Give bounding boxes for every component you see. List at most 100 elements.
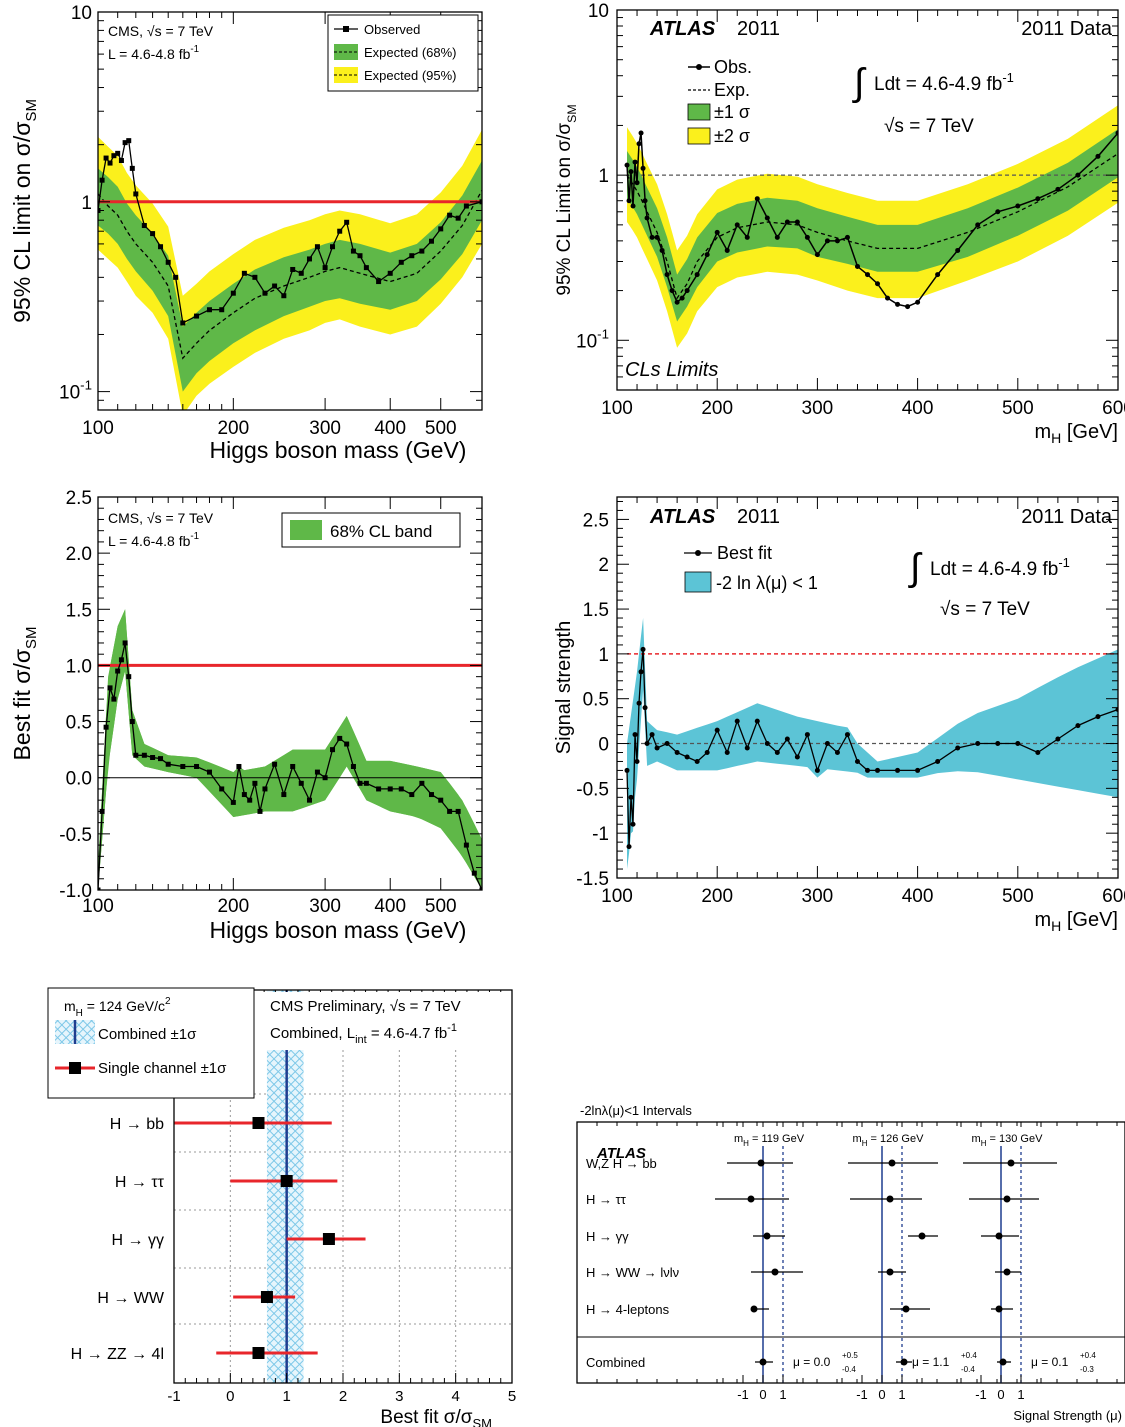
bestfit-point	[241, 792, 247, 798]
combined-error-down: -0.4	[842, 1365, 856, 1374]
bestfit-point	[103, 724, 109, 730]
bestfit-point	[357, 780, 363, 786]
bestfit-point	[654, 745, 660, 751]
header-line-2: Combined, Lint = 4.6-4.7 fb-1	[270, 1022, 457, 1046]
legend-obs-label: Obs.	[714, 57, 752, 77]
legend-bestfit-label: Best fit	[717, 543, 772, 563]
channel-label: H → ττ	[586, 1192, 627, 1207]
info-text: CMS, √s = 7 TeV	[108, 23, 214, 39]
x-tick-label: 0	[759, 1387, 766, 1402]
bestfit-point	[306, 797, 312, 803]
legend-mass: mH = 124 GeV/c2	[64, 996, 171, 1019]
observed-point	[935, 272, 941, 278]
y-tick-label: 2.5	[583, 510, 609, 531]
observed-point	[649, 234, 655, 240]
plot-area	[174, 990, 512, 1383]
channel-point	[771, 1268, 779, 1276]
observed-point	[714, 229, 720, 235]
bestfit-point	[350, 763, 356, 769]
combined-error-up: +0.5	[842, 1351, 858, 1360]
bestfit-point	[1095, 714, 1101, 720]
observed-point	[314, 244, 320, 250]
bestfit-point	[281, 792, 287, 798]
bestfit-point	[995, 741, 1001, 747]
x-tick-label: 400	[374, 896, 406, 917]
bestfit-point	[236, 763, 242, 769]
annotation: CLs Limits	[625, 359, 718, 381]
bestfit-point	[1055, 736, 1061, 742]
combined-value-label: μ = 0.1	[1031, 1355, 1069, 1369]
y-tick-label: 0	[598, 735, 609, 756]
observed-point	[955, 247, 961, 253]
bestfit-point	[834, 749, 840, 755]
x-axis-label: mH [GeV]	[1035, 909, 1119, 934]
observed-point	[626, 198, 632, 204]
combined-point	[759, 1358, 767, 1366]
observed-point	[281, 293, 287, 299]
legend-band-label: 68% CL band	[330, 522, 432, 541]
observed-point	[804, 234, 810, 240]
observed-point	[905, 304, 911, 310]
bestfit-point	[314, 769, 320, 775]
combined-point	[999, 1358, 1007, 1366]
observed-point	[704, 252, 710, 258]
y-tick-label: 2	[598, 555, 609, 576]
bestfit-point	[262, 786, 268, 792]
bestfit-point	[704, 749, 710, 755]
y-tick-label: 10-1	[576, 326, 609, 352]
x-tick-label: 1	[779, 1387, 786, 1402]
observed-point	[455, 215, 461, 221]
x-tick-label: -1	[856, 1387, 868, 1402]
bestfit-point	[165, 761, 171, 767]
bestfit-point	[634, 758, 640, 764]
panel-mass-label: mH = 119 GeV	[734, 1133, 805, 1148]
legend-band-swatch	[290, 520, 322, 540]
expected-line	[626, 153, 1118, 300]
combined-error-down: -0.3	[1080, 1365, 1094, 1374]
y-tick-label: 1.0	[66, 656, 92, 677]
lumi-integral: ∫	[852, 62, 867, 104]
x-tick-label: 500	[425, 896, 457, 917]
x-tick-label: 1	[1017, 1387, 1024, 1402]
combined-error-down: -0.4	[961, 1365, 975, 1374]
x-tick-label: 400	[374, 418, 406, 439]
observed-point	[129, 165, 135, 171]
x-tick-label: 100	[601, 886, 633, 907]
y-tick-label: 1.5	[583, 600, 609, 621]
x-tick-label: 300	[309, 896, 341, 917]
observed-point	[895, 301, 901, 307]
x-tick-label: 300	[309, 418, 341, 439]
legend-interval-swatch	[684, 571, 712, 593]
bestfit-point	[875, 767, 881, 773]
x-tick-label: 4	[451, 1388, 459, 1405]
x-tick-label: 3	[395, 1388, 403, 1405]
legend-2sigma-label: ±2 σ	[714, 126, 750, 146]
observed-point	[630, 203, 636, 209]
legend-observed-label: Observed	[364, 22, 420, 37]
observed-point	[684, 288, 690, 294]
x-tick-label: -1	[167, 1388, 180, 1405]
observed-point	[694, 272, 700, 278]
y-tick-label: 1	[598, 645, 609, 666]
observed-point	[252, 274, 258, 280]
observed-point	[854, 263, 860, 269]
bestfit-point	[387, 786, 393, 792]
observed-point	[398, 259, 404, 265]
bestfit-point	[194, 763, 200, 769]
bestfit-point	[230, 799, 236, 805]
y-tick-label: -1.5	[576, 869, 609, 890]
channel-point	[260, 1291, 273, 1303]
x-tick-label: 500	[1002, 398, 1034, 419]
legend-1sigma-label: ±1 σ	[714, 102, 750, 122]
bestfit-point	[455, 808, 461, 814]
combined-error-up: +0.4	[961, 1351, 977, 1360]
observed-point	[638, 130, 644, 136]
bestfit-point	[744, 745, 750, 751]
y-tick-label: 0.5	[66, 713, 92, 734]
bestfit-point	[642, 705, 648, 711]
observed-point	[995, 209, 1001, 215]
observed-point	[306, 256, 312, 262]
bestfit-point	[640, 646, 646, 652]
x-tick-label: 500	[1002, 886, 1034, 907]
